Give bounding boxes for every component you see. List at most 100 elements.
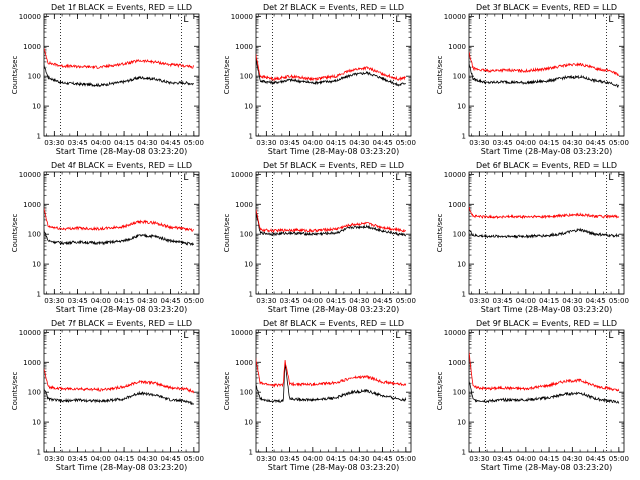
- series-group: [256, 208, 407, 237]
- x-tick-label: 04:30: [349, 139, 369, 147]
- plot-frame: [255, 329, 412, 453]
- x-tick-label: 04:45: [585, 139, 605, 147]
- chart-title: Det 4f BLACK = Events, RED = LLD: [51, 161, 192, 170]
- events-series-line: [469, 62, 620, 88]
- events-series-line: [44, 228, 194, 247]
- x-tick-label: 04:00: [91, 139, 111, 147]
- series-group: [256, 356, 407, 404]
- y-tick-label: 10000: [231, 13, 253, 21]
- x-tick-label: 04:45: [372, 455, 392, 463]
- series-group: [469, 349, 620, 404]
- y-tick-label: 10000: [444, 171, 466, 179]
- chart-title: Det 3f BLACK = Events, RED = LLD: [476, 3, 617, 12]
- y-axis-label: Counts/sec: [223, 372, 231, 411]
- y-axis-label: Counts/sec: [11, 214, 19, 253]
- y-tick-label: 1: [462, 291, 466, 299]
- y-tick-label: 10: [32, 103, 41, 111]
- x-tick-label: 03:45: [67, 297, 87, 305]
- x-tick-label: 04:45: [160, 455, 180, 463]
- y-tick-label: 100: [453, 389, 466, 397]
- lld-series-line: [469, 349, 620, 392]
- x-tick-label: 03:45: [492, 297, 512, 305]
- x-tick-label: 04:30: [137, 297, 157, 305]
- x-tick-label: 04:15: [539, 297, 559, 305]
- x-tick-label: 04:15: [326, 139, 346, 147]
- plot-frame: [468, 329, 625, 453]
- chart-panel-2: Det 2f BLACK = Events, RED = LLD L 1 10 100 1…: [223, 3, 416, 156]
- y-tick-label: 1000: [448, 201, 466, 209]
- chart-title: Det 1f BLACK = Events, RED = LLD: [51, 3, 192, 12]
- x-tick-label: 03:30: [256, 297, 276, 305]
- x-tick-label: 04:00: [303, 455, 323, 463]
- y-tick-label: 100: [28, 389, 41, 397]
- plot-frame: [255, 13, 412, 137]
- y-tick-label: 10: [457, 419, 466, 427]
- lld-series-line: [44, 48, 195, 70]
- plot-frame: [43, 329, 200, 453]
- x-tick-label: 04:45: [585, 297, 605, 305]
- plot-frame: [468, 13, 625, 137]
- y-tick-label: 10000: [231, 171, 253, 179]
- x-axis-label: Start Time (28-May-08 03:23:20): [268, 463, 399, 472]
- x-tick-label: 03:45: [279, 139, 299, 147]
- y-tick-label: 10: [32, 419, 41, 427]
- x-tick-label: 03:30: [256, 455, 276, 463]
- lld-series-line: [256, 53, 406, 82]
- lld-series-line: [256, 208, 407, 234]
- marker-label: L: [395, 331, 400, 341]
- y-tick-label: 1000: [448, 43, 466, 51]
- y-tick-label: 10000: [231, 329, 253, 337]
- y-tick-label: 1: [37, 449, 41, 457]
- x-tick-label: 04:45: [585, 455, 605, 463]
- x-axis-label: Start Time (28-May-08 03:23:20): [481, 463, 612, 472]
- events-series-line: [469, 377, 620, 404]
- y-tick-label: 1000: [448, 359, 466, 367]
- y-tick-label: 1: [249, 449, 253, 457]
- y-tick-label: 100: [28, 231, 41, 239]
- y-tick-label: 10000: [19, 13, 41, 21]
- x-axis-label: Start Time (28-May-08 03:23:20): [268, 147, 399, 156]
- y-tick-label: 100: [28, 73, 41, 81]
- y-axis-label: Counts/sec: [223, 56, 231, 95]
- events-series-line: [469, 227, 620, 239]
- x-tick-label: 04:30: [137, 139, 157, 147]
- y-axis-label: Counts/sec: [11, 372, 19, 411]
- y-tick-label: 10000: [444, 13, 466, 21]
- events-series-line: [44, 387, 195, 406]
- chart-panel-4: Det 4f BLACK = Events, RED = LLD L 1 10 100 1…: [11, 161, 204, 314]
- y-tick-label: 10: [32, 261, 41, 269]
- chart-title: Det 6f BLACK = Events, RED = LLD: [476, 161, 617, 170]
- x-tick-label: 04:45: [160, 297, 180, 305]
- x-tick-label: 04:30: [562, 297, 582, 305]
- chart-title: Det 2f BLACK = Events, RED = LLD: [263, 3, 404, 12]
- y-axis-label: Counts/sec: [436, 372, 444, 411]
- x-tick-label: 04:45: [372, 297, 392, 305]
- series-group: [44, 367, 195, 406]
- y-tick-label: 1000: [23, 43, 41, 51]
- chart-panel-8: Det 8f BLACK = Events, RED = LLD L 1 10 100 1…: [223, 319, 416, 472]
- y-tick-label: 1000: [23, 201, 41, 209]
- marker-label: L: [395, 15, 400, 25]
- x-tick-label: 04:15: [326, 297, 346, 305]
- x-tick-label: 04:00: [91, 455, 111, 463]
- x-axis-label: Start Time (28-May-08 03:23:20): [56, 463, 187, 472]
- x-tick-label: 04:30: [349, 297, 369, 305]
- chart-panel-7: Det 7f BLACK = Events, RED = LLD L 1 10 100 1…: [11, 319, 204, 472]
- x-tick-label: 05:00: [609, 297, 629, 305]
- chart-title: Det 5f BLACK = Events, RED = LLD: [263, 161, 404, 170]
- x-tick-label: 03:45: [67, 139, 87, 147]
- x-axis-label: Start Time (28-May-08 03:23:20): [56, 147, 187, 156]
- y-tick-label: 1000: [235, 359, 253, 367]
- x-tick-label: 03:45: [279, 297, 299, 305]
- chart-panel-6: Det 6f BLACK = Events, RED = LLD L 1 10 100 1…: [436, 161, 629, 314]
- x-tick-label: 04:15: [114, 297, 134, 305]
- x-axis-label: Start Time (28-May-08 03:23:20): [481, 147, 612, 156]
- lld-series-line: [469, 50, 619, 77]
- y-tick-label: 10: [457, 261, 466, 269]
- y-axis-label: Counts/sec: [436, 214, 444, 253]
- lld-series-line: [44, 206, 194, 232]
- x-tick-label: 04:00: [516, 139, 536, 147]
- y-tick-label: 100: [240, 389, 253, 397]
- x-tick-label: 04:00: [91, 297, 111, 305]
